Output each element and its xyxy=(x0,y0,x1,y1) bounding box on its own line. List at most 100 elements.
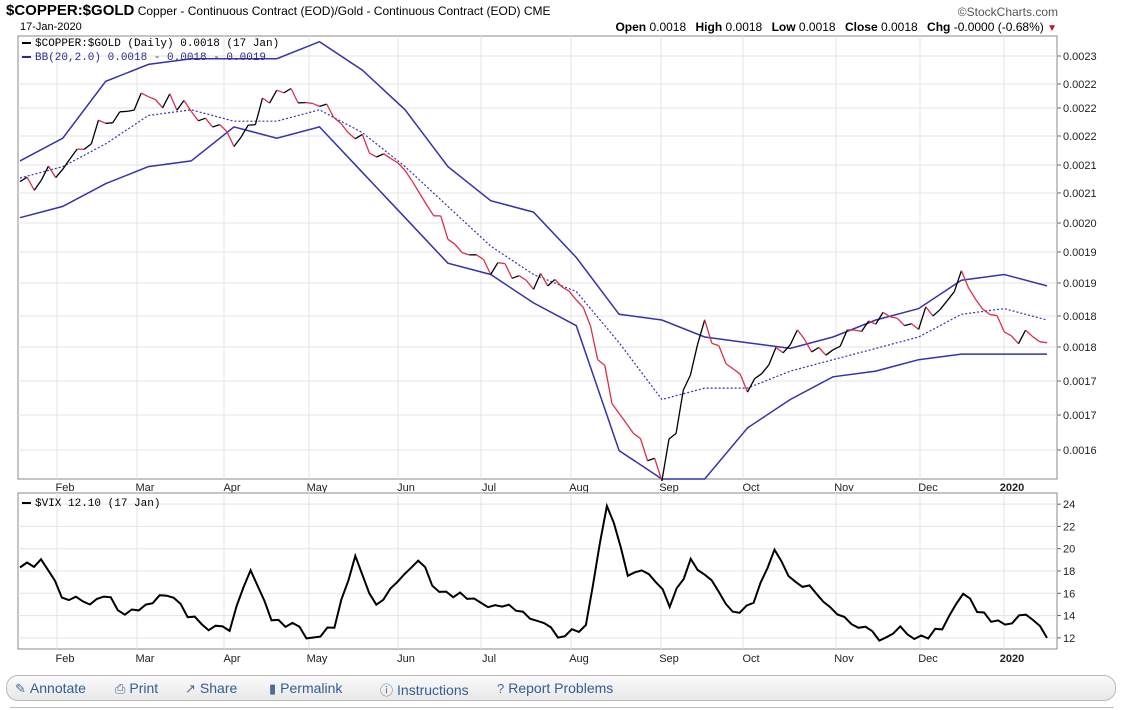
price-y-tick-label: 0.0023 xyxy=(1063,51,1097,63)
chart-title: $COPPER:$GOLD Copper - Continuous Contra… xyxy=(6,2,551,19)
price-segment xyxy=(90,119,100,145)
legend-vix: $VIX 12.10 (17 Jan) xyxy=(22,498,160,510)
close-label: Close xyxy=(844,20,878,34)
price-segment xyxy=(925,306,934,317)
price-segment xyxy=(540,273,549,287)
price-segment xyxy=(668,432,677,440)
price-segment xyxy=(226,131,235,147)
price-segment xyxy=(775,346,784,354)
price-panel: 0.0023 0.0022 0.0022 0.0022 0.0021 0.0021 0.00… xyxy=(17,35,1097,494)
share-button[interactable]: ↗ Share xyxy=(185,680,237,697)
price-segment xyxy=(597,359,606,366)
price-x-tick-label: Dec xyxy=(918,482,938,494)
price-segment xyxy=(333,117,342,124)
price-segment xyxy=(896,317,905,327)
price-segment xyxy=(369,152,377,158)
price-segment xyxy=(682,374,691,391)
low-value: 0.0018 xyxy=(798,20,836,34)
price-segment xyxy=(383,153,392,160)
price-segment xyxy=(40,165,50,181)
price-segment xyxy=(525,280,535,290)
price-segment xyxy=(47,165,57,178)
vix-x-tick-label: Feb xyxy=(56,653,75,665)
price-segment xyxy=(1017,329,1027,345)
annotate-button[interactable]: ✎ Annotate xyxy=(15,680,86,697)
price-segment xyxy=(611,403,620,414)
price-x-tick-label: Nov xyxy=(834,482,854,494)
price-segment xyxy=(889,316,898,319)
bollinger-middle-line xyxy=(19,109,1048,401)
price-segment xyxy=(661,438,670,482)
price-segment xyxy=(169,93,178,111)
instructions-button[interactable]: ⓘ Instructions xyxy=(380,680,469,699)
vix-y-tick-label: 16 xyxy=(1063,588,1075,600)
price-segment xyxy=(397,162,406,171)
vix-y-tick-label: 22 xyxy=(1063,521,1075,533)
price-y-tick-label: 0.0022 xyxy=(1063,79,1097,91)
price-segment xyxy=(162,93,171,109)
brand-label: ©StockCharts.com xyxy=(957,5,1058,19)
symbol-label: $COPPER:$GOLD xyxy=(6,2,135,19)
price-segment xyxy=(155,99,164,109)
price-segment xyxy=(283,87,292,94)
info-icon: ⓘ xyxy=(380,683,394,698)
price-segment xyxy=(411,180,420,194)
share-label: Share xyxy=(199,680,238,696)
price-segment xyxy=(967,287,977,300)
vix-y-tick-label: 20 xyxy=(1063,544,1075,556)
price-segment xyxy=(639,438,649,461)
share-icon: ↗ xyxy=(185,681,196,696)
vix-x-tick-label: Jun xyxy=(397,653,415,665)
vix-y-tick-label: 24 xyxy=(1063,499,1075,511)
price-segment xyxy=(704,319,713,344)
price-segment xyxy=(975,299,984,310)
price-segment xyxy=(511,275,520,279)
price-y-tick-label: 0.0022 xyxy=(1063,103,1097,115)
high-label: High xyxy=(695,20,723,34)
vix-x-tick-label: Apr xyxy=(223,653,240,665)
price-segment xyxy=(575,299,584,309)
vix-y-tick-label: 14 xyxy=(1063,611,1075,623)
price-segment xyxy=(390,158,399,164)
chg-value: -0.0000 (-0.68%) xyxy=(953,20,1044,34)
price-segment xyxy=(832,345,841,351)
price-segment xyxy=(454,243,463,254)
legend-main-text: $COPPER:$GOLD (Daily) 0.0018 (17 Jan) xyxy=(35,38,280,50)
price-segment xyxy=(989,313,998,317)
price-x-tick-label: May xyxy=(307,482,328,494)
vix-x-tick-label: Jul xyxy=(482,653,496,665)
permalink-button[interactable]: ▮ Permalink xyxy=(269,680,342,697)
chg-label: Chg xyxy=(927,20,951,34)
bookmark-icon: ▮ xyxy=(269,681,277,696)
price-segment xyxy=(746,378,756,393)
report-problems-button[interactable]: ? Report Problems xyxy=(497,680,613,696)
annotate-label: Annotate xyxy=(29,680,86,696)
price-segment xyxy=(290,88,299,104)
print-button[interactable]: ⎙ Print xyxy=(115,680,158,697)
price-segment xyxy=(440,215,449,240)
price-segment xyxy=(739,373,749,393)
price-segment xyxy=(882,311,891,318)
price-segment xyxy=(69,148,78,160)
price-x-tick-label: Feb xyxy=(56,482,75,494)
question-icon: ? xyxy=(497,681,505,696)
price-segment xyxy=(875,312,884,325)
price-segment xyxy=(718,345,727,365)
price-segment xyxy=(198,117,206,122)
price-y-tick-label: 0.0019 xyxy=(1063,278,1097,290)
chart-date: 17-Jan-2020 xyxy=(20,21,82,33)
print-label: Print xyxy=(129,680,159,696)
price-segment xyxy=(811,346,820,353)
price-segment xyxy=(425,204,435,217)
legend-swatch-bb xyxy=(22,56,31,59)
instructions-label: Instructions xyxy=(397,682,469,698)
price-segment xyxy=(675,389,684,434)
price-segment xyxy=(418,192,428,205)
price-segment xyxy=(361,134,371,154)
price-segment xyxy=(1032,336,1041,343)
vix-panel: 24 22 20 18 16 14 12 Feb Mar Apr May Jun Jul Aug Sep Oc… xyxy=(17,492,1075,665)
plot-frame xyxy=(17,35,1058,480)
price-segment xyxy=(497,262,506,265)
price-segment xyxy=(112,111,121,124)
